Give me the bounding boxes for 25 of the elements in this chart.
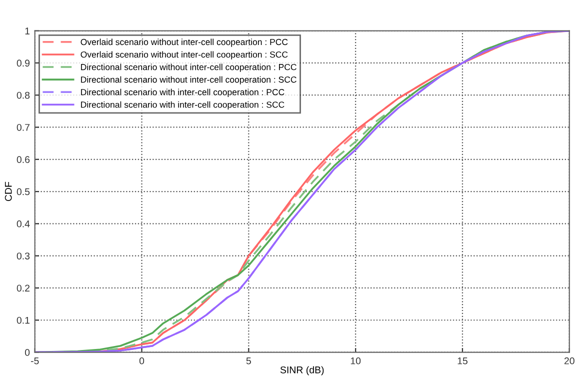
legend-label: Directional scenario with inter-cell cooperation : SCC [81, 101, 284, 110]
y-axis-title: CDF [4, 182, 12, 202]
legend-label: Directional scenario with inter-cell cooperation : PCC [81, 88, 284, 97]
legend-label: Directional scenario without inter-cell cooperation : SCC [81, 76, 296, 84]
y-tick-label: 0.8 [16, 92, 30, 99]
y-tick-label: 0.1 [16, 316, 30, 324]
y-tick-label: 0.2 [16, 284, 30, 292]
legend-label: Overlaid scenario without inter-cell coopeartion : SCC [80, 51, 288, 60]
y-tick-label: 0 [24, 349, 30, 356]
y-tick-label: 0.9 [16, 60, 30, 67]
legend-label: Overlaid scenario without inter-cell coopeartion : PCC [80, 38, 288, 47]
y-tick-label: 0.5 [16, 188, 30, 196]
y-tick-label: 0.4 [16, 220, 30, 228]
x-tick-label: 15 [458, 357, 468, 364]
y-tick-label: 0.6 [16, 156, 30, 164]
x-tick-label: 20 [564, 357, 574, 364]
x-tick-label: 5 [246, 357, 251, 364]
y-tick-label: 1 [25, 28, 30, 34]
y-tick-label: 0.7 [16, 124, 30, 131]
legend-label: Directional scenario without inter-cell cooperation : PCC [81, 64, 296, 72]
x-tick-label: 10 [350, 357, 361, 364]
y-tick-label: 0.3 [16, 252, 30, 260]
x-axis-title: SINR (dB) [280, 366, 324, 376]
x-tick-label: 0 [139, 357, 144, 364]
x-tick-label: -5 [30, 357, 39, 364]
